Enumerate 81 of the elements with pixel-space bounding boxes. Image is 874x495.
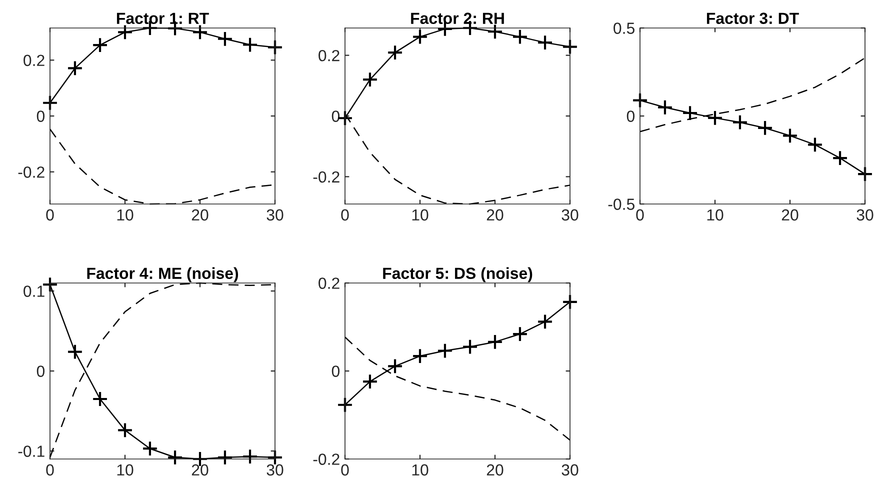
- chart-title: Factor 5: DS (noise): [383, 267, 532, 282]
- point: [242, 36, 258, 53]
- y-tick-label: 0: [332, 110, 340, 122]
- x-tick-label: 10: [412, 464, 428, 476]
- point: [362, 72, 378, 88]
- x-tick-label: 10: [117, 464, 134, 476]
- y-tick-label: -0.1: [18, 446, 44, 457]
- point: [192, 24, 208, 40]
- point: [487, 334, 503, 350]
- x-tick-label: 20: [486, 209, 504, 221]
- chart-title: Factor 4: ME (noise): [87, 267, 238, 282]
- point: [512, 28, 528, 45]
- x-tick-label: 30: [562, 464, 578, 476]
- point: [412, 28, 428, 45]
- y-tick-label: 0: [626, 110, 635, 122]
- point: [806, 136, 823, 153]
- x-tick-label: 30: [856, 209, 874, 221]
- point: [436, 342, 453, 359]
- point: [782, 128, 798, 144]
- x-tick-label: 30: [266, 209, 284, 221]
- y-tick-label: 0: [332, 366, 340, 377]
- point: [167, 449, 184, 466]
- point: [362, 374, 378, 390]
- x-tick-label: 0: [341, 464, 349, 476]
- point: [857, 166, 873, 182]
- point: [387, 44, 404, 61]
- point: [92, 37, 108, 54]
- point: [656, 99, 673, 116]
- point: [732, 114, 748, 130]
- x-tick-label: 20: [192, 464, 208, 476]
- y-tick-label: -0.2: [18, 166, 44, 178]
- point: [562, 294, 578, 310]
- point: [92, 391, 108, 407]
- x-tick-label: 0: [636, 209, 644, 221]
- y-tick-label: 0: [36, 366, 45, 377]
- point: [632, 92, 648, 108]
- x-tick-label: 10: [412, 209, 428, 221]
- point: [462, 338, 478, 355]
- point: [216, 30, 233, 47]
- point: [487, 24, 503, 40]
- x-tick-label: 0: [341, 209, 349, 221]
- point: [117, 422, 133, 438]
- x-tick-label: 20: [486, 464, 504, 476]
- point: [832, 150, 848, 166]
- y-tick-label: -0.5: [608, 198, 634, 210]
- point: [412, 348, 428, 364]
- y-tick-label: 0.1: [24, 286, 44, 297]
- point: [537, 34, 554, 51]
- y-tick-label: 0.5: [614, 22, 634, 34]
- x-tick-label: 20: [192, 209, 208, 221]
- point: [707, 110, 723, 126]
- x-tick-label: 30: [562, 209, 578, 221]
- point: [562, 38, 578, 55]
- y-tick-label: 0: [36, 110, 45, 122]
- point: [537, 314, 554, 330]
- point: [66, 60, 83, 76]
- point: [42, 94, 58, 111]
- x-tick-label: 20: [782, 209, 798, 221]
- y-tick-label: 0.2: [24, 54, 44, 66]
- point: [757, 120, 774, 136]
- point: [142, 440, 158, 457]
- y-tick-label: -0.2: [313, 171, 340, 183]
- y-tick-label: -0.2: [313, 454, 340, 465]
- point: [387, 358, 404, 374]
- y-tick-label: 0.2: [318, 278, 340, 289]
- point: [512, 326, 528, 342]
- point: [267, 39, 283, 56]
- point: [66, 344, 83, 360]
- point: [242, 448, 258, 465]
- point: [267, 449, 283, 466]
- y-tick-label: 0.2: [318, 50, 340, 62]
- x-tick-label: 30: [266, 464, 284, 476]
- x-tick-label: 10: [117, 209, 134, 221]
- x-tick-label: 0: [46, 209, 54, 221]
- point: [117, 24, 133, 40]
- point: [682, 105, 698, 121]
- point: [216, 449, 233, 466]
- x-tick-label: 10: [707, 209, 724, 221]
- point: [337, 396, 353, 413]
- chart-title: Factor 3: DT: [706, 12, 799, 24]
- x-tick-label: 0: [46, 464, 54, 476]
